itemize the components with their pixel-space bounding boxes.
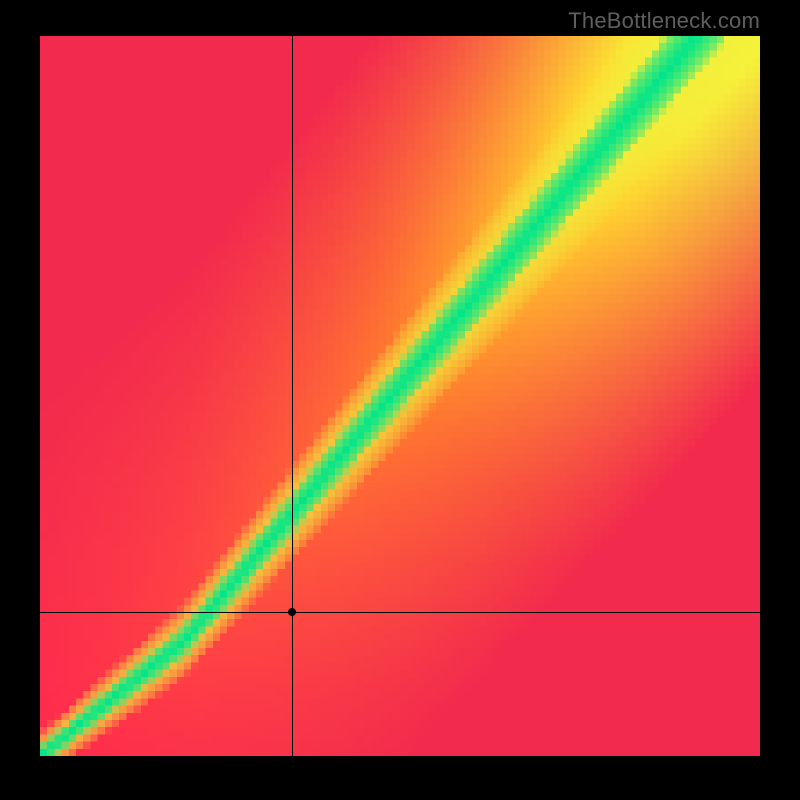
- heatmap-canvas: [40, 36, 760, 756]
- heatmap-plot: [40, 36, 760, 756]
- crosshair-horizontal: [40, 612, 760, 613]
- crosshair-marker: [288, 608, 296, 616]
- watermark-text: TheBottleneck.com: [568, 8, 760, 34]
- crosshair-vertical: [292, 36, 293, 756]
- chart-frame: TheBottleneck.com: [0, 0, 800, 800]
